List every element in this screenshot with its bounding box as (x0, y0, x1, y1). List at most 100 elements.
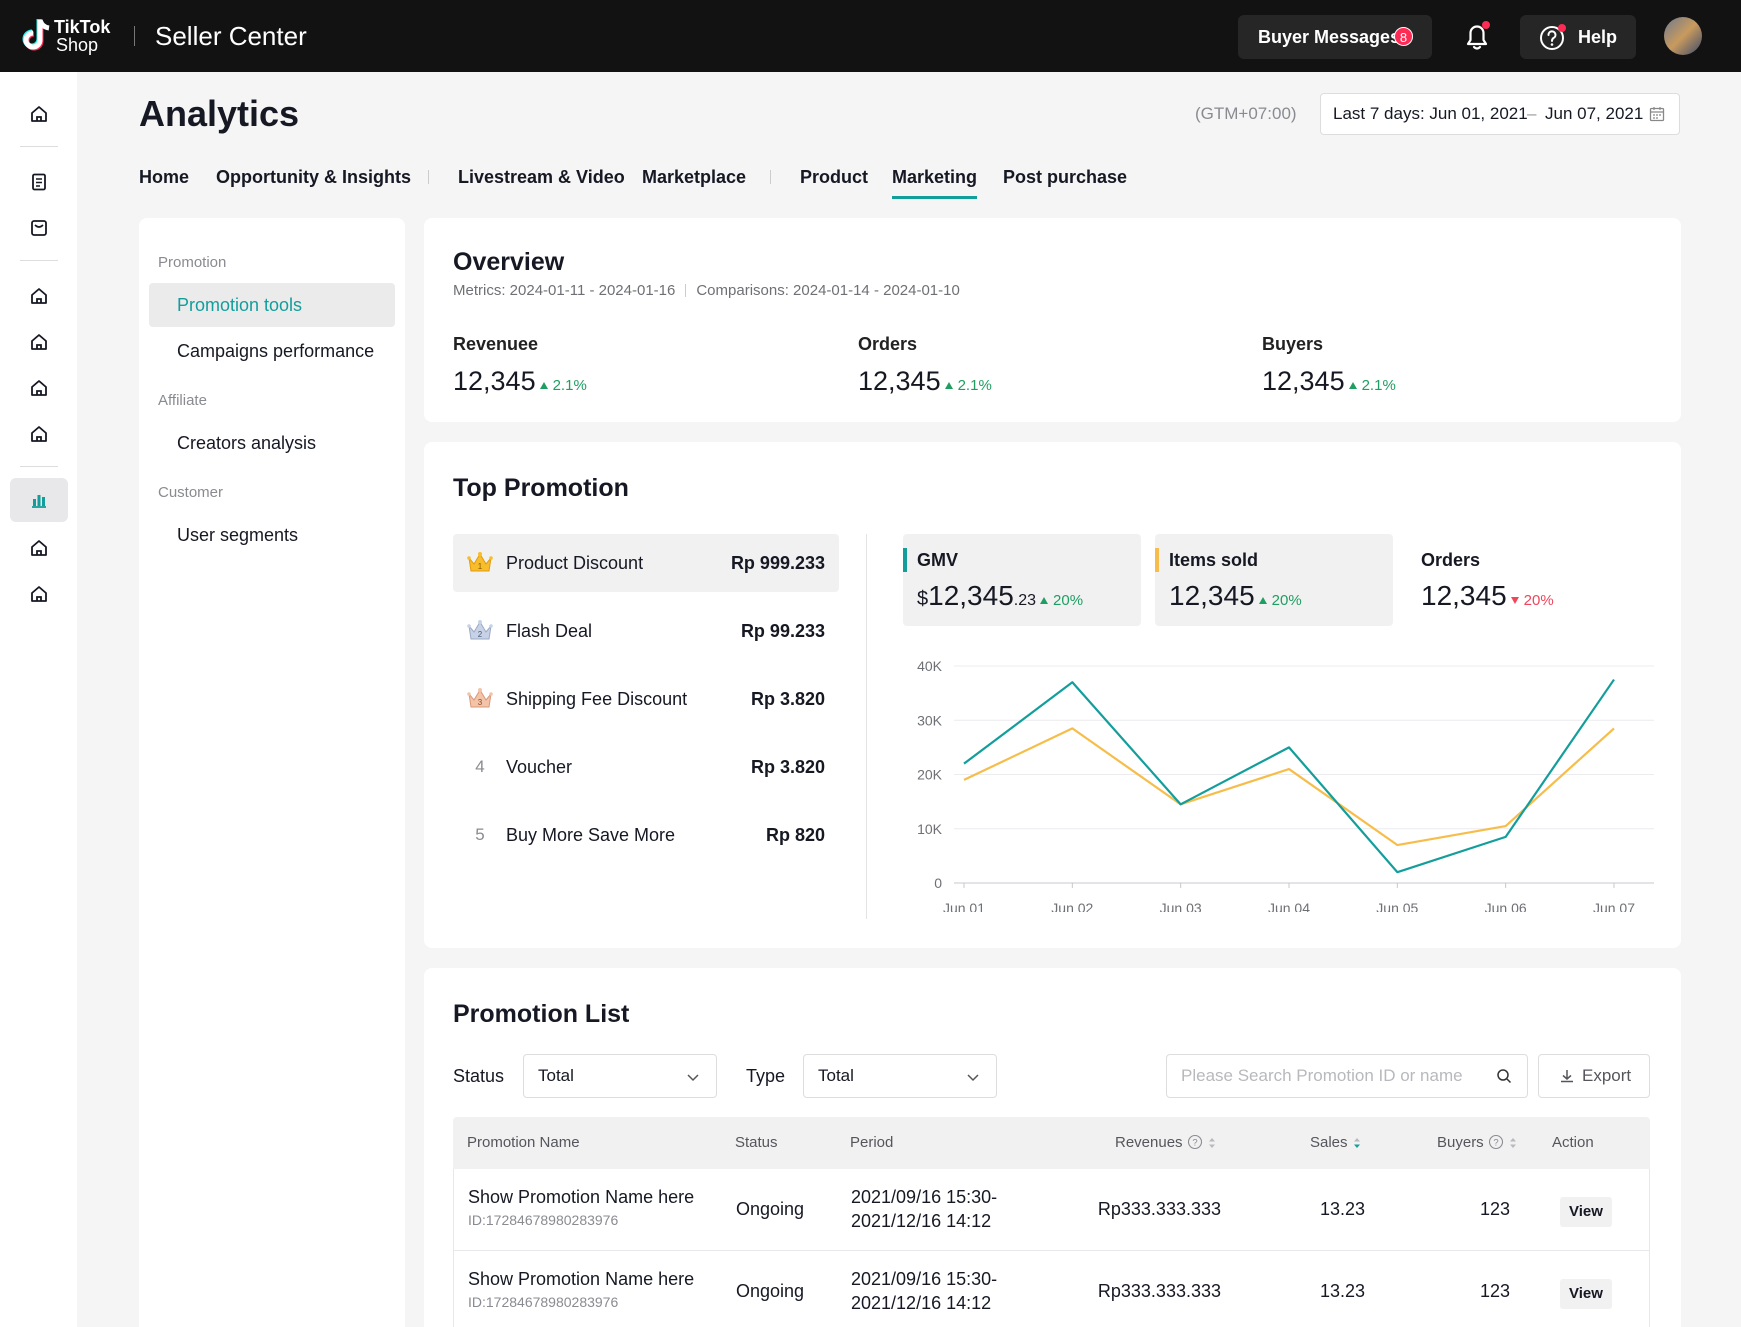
kpi-tab-orders[interactable]: Orders 12,345 20% (1407, 534, 1645, 626)
up-arrow-icon (1348, 382, 1357, 389)
download-icon (1561, 1070, 1573, 1083)
tab-marketing[interactable]: Marketing (892, 167, 978, 199)
rail-analytics-icon[interactable] (10, 478, 68, 522)
rail-store-icon[interactable] (10, 526, 68, 570)
date-range-separator: – (1527, 104, 1537, 123)
kpi-change: 20% (1523, 592, 1554, 609)
menu-group-promotion: Promotion (158, 254, 227, 271)
avatar[interactable] (1664, 17, 1702, 55)
rank-number: 4 (475, 757, 485, 776)
left-rail (0, 72, 77, 1327)
product-name: Seller Center (155, 21, 307, 51)
promotion-value: Rp 820 (765, 825, 825, 845)
tab-post-purchase[interactable]: Post purchase (1003, 167, 1128, 187)
rail-store-icon[interactable] (10, 412, 68, 456)
promotion-rank-row[interactable]: 1 Product Discount Rp 999.233 (453, 534, 839, 592)
metric-value: 12,345 (453, 366, 536, 396)
promotion-name-cell: Show Promotion Name here (468, 1187, 695, 1207)
date-range-picker[interactable]: Last 7 days: Jun 01, 2021 – Jun 07, 2021 (1320, 93, 1680, 135)
view-button[interactable]: View (1560, 1197, 1612, 1227)
revenues-cell: Rp333.333.333 (1097, 1281, 1221, 1301)
promotion-rank-row[interactable]: 2 Flash Deal Rp 99.233 (453, 602, 839, 660)
rail-inbox-icon[interactable] (10, 206, 68, 250)
rail-home-icon[interactable] (10, 92, 68, 136)
date-range-start: Last 7 days: Jun 01, 2021 (1333, 104, 1528, 123)
analytics-side-menu: Promotion Promotion tools Campaigns perf… (139, 218, 405, 1327)
top-bar: TikTok Shop Seller Center Buyer Messages… (0, 0, 1741, 72)
timezone-label: (GTM+07:00) (1195, 104, 1297, 123)
page-title: Analytics (139, 93, 300, 134)
promotion-id-cell: ID:17284678980283976 (468, 1212, 619, 1228)
rail-store-icon[interactable] (10, 366, 68, 410)
menu-item-promotion-tools[interactable]: Promotion tools (149, 283, 395, 327)
rail-store-icon[interactable] (10, 572, 68, 616)
table-row: Show Promotion Name here ID:172846789802… (453, 1169, 1650, 1251)
rail-store-icon[interactable] (10, 320, 68, 364)
promotion-rank-row[interactable]: 5 Buy More Save More Rp 820 (453, 806, 839, 864)
column-header-action: Action (1552, 1134, 1594, 1151)
menu-item-user-segments[interactable]: User segments (177, 525, 299, 545)
svg-text:?: ? (1192, 1138, 1197, 1149)
buyer-messages-button[interactable]: Buyer Messages 8 (1238, 15, 1432, 59)
x-tick-label: Jun 01 (943, 900, 985, 912)
table-row: Show Promotion Name here ID:172846789802… (453, 1251, 1650, 1327)
type-select[interactable]: Total (803, 1054, 997, 1098)
column-header-revenues[interactable]: Revenues ? (1115, 1134, 1217, 1151)
tab-livestream-video[interactable]: Livestream & Video (458, 167, 625, 187)
status-select[interactable]: Total (523, 1054, 717, 1098)
up-arrow-icon (539, 382, 548, 389)
unread-count-badge: 8 (1394, 27, 1413, 46)
kpi-tab-gmv[interactable]: GMV $12,345.23 20% (903, 534, 1141, 626)
overview-card: Overview Metrics: 2024-01-11 - 2024-01-1… (424, 218, 1681, 422)
y-tick-label: 30K (917, 712, 943, 728)
calendar-icon (1649, 107, 1665, 122)
tab-home[interactable]: Home (139, 167, 190, 187)
comparison-period: Comparisons: 2024-01-14 - 2024-01-10 (696, 282, 960, 299)
promotion-name: Voucher (506, 757, 573, 777)
series-color-marker (903, 548, 907, 572)
chevron-down-icon (967, 1074, 979, 1082)
promotion-value: Rp 3.820 (750, 757, 825, 777)
tiktok-logo-icon (22, 19, 50, 51)
promotion-rank-row[interactable]: 3 Shipping Fee Discount Rp 3.820 (453, 670, 839, 728)
sort-descending-icon (1353, 1138, 1360, 1148)
tab-divider (428, 170, 429, 184)
search-icon[interactable] (1496, 1068, 1512, 1084)
x-tick-label: Jun 07 (1593, 900, 1635, 912)
column-header-buyers[interactable]: Buyers ? (1437, 1134, 1518, 1151)
search-input[interactable] (1166, 1054, 1528, 1098)
tab-opportunity-insights[interactable]: Opportunity & Insights (216, 167, 411, 187)
info-icon: ? (1488, 1134, 1503, 1150)
chevron-down-icon (687, 1074, 699, 1082)
status-cell: Ongoing (736, 1281, 805, 1301)
svg-text:2: 2 (478, 630, 483, 639)
kpi-tab-items-sold[interactable]: Items sold 12,345 20% (1155, 534, 1393, 626)
help-button[interactable]: Help (1520, 15, 1636, 59)
sales-cell: 13.23 (1319, 1281, 1365, 1301)
kpi-label: Items sold (1169, 550, 1259, 570)
bell-icon[interactable] (1462, 20, 1492, 52)
menu-item-campaigns-performance[interactable]: Campaigns performance (177, 341, 375, 361)
menu-item-creators-analysis[interactable]: Creators analysis (177, 433, 317, 453)
metric-revenue: Revenuee 12,345 2.1% (453, 334, 587, 396)
y-tick-label: 20K (917, 767, 943, 783)
export-button[interactable]: Export (1538, 1054, 1650, 1098)
rail-store-icon[interactable] (10, 274, 68, 318)
rail-orders-icon[interactable] (10, 160, 68, 204)
tab-marketplace[interactable]: Marketplace (642, 167, 747, 187)
column-header-sales[interactable]: Sales (1310, 1134, 1362, 1151)
down-arrow-icon (1510, 597, 1519, 604)
y-tick-label: 40K (917, 658, 943, 674)
section-divider (866, 534, 867, 919)
column-header-status: Status (735, 1134, 778, 1151)
promotion-rank-row[interactable]: 4 Voucher Rp 3.820 (453, 738, 839, 796)
promotion-name: Shipping Fee Discount (506, 689, 688, 709)
column-header-period: Period (850, 1134, 894, 1151)
tiktok-shop-logo[interactable]: TikTok Shop (18, 16, 128, 56)
promotion-list-title: Promotion List (453, 1000, 630, 1028)
period-end-cell: 2021/12/16 14:12 (851, 1211, 992, 1231)
kpi-value: 12,345 (1421, 580, 1507, 611)
tab-product[interactable]: Product (800, 167, 869, 187)
promotion-value: Rp 999.233 (730, 553, 825, 573)
view-button[interactable]: View (1560, 1279, 1612, 1309)
